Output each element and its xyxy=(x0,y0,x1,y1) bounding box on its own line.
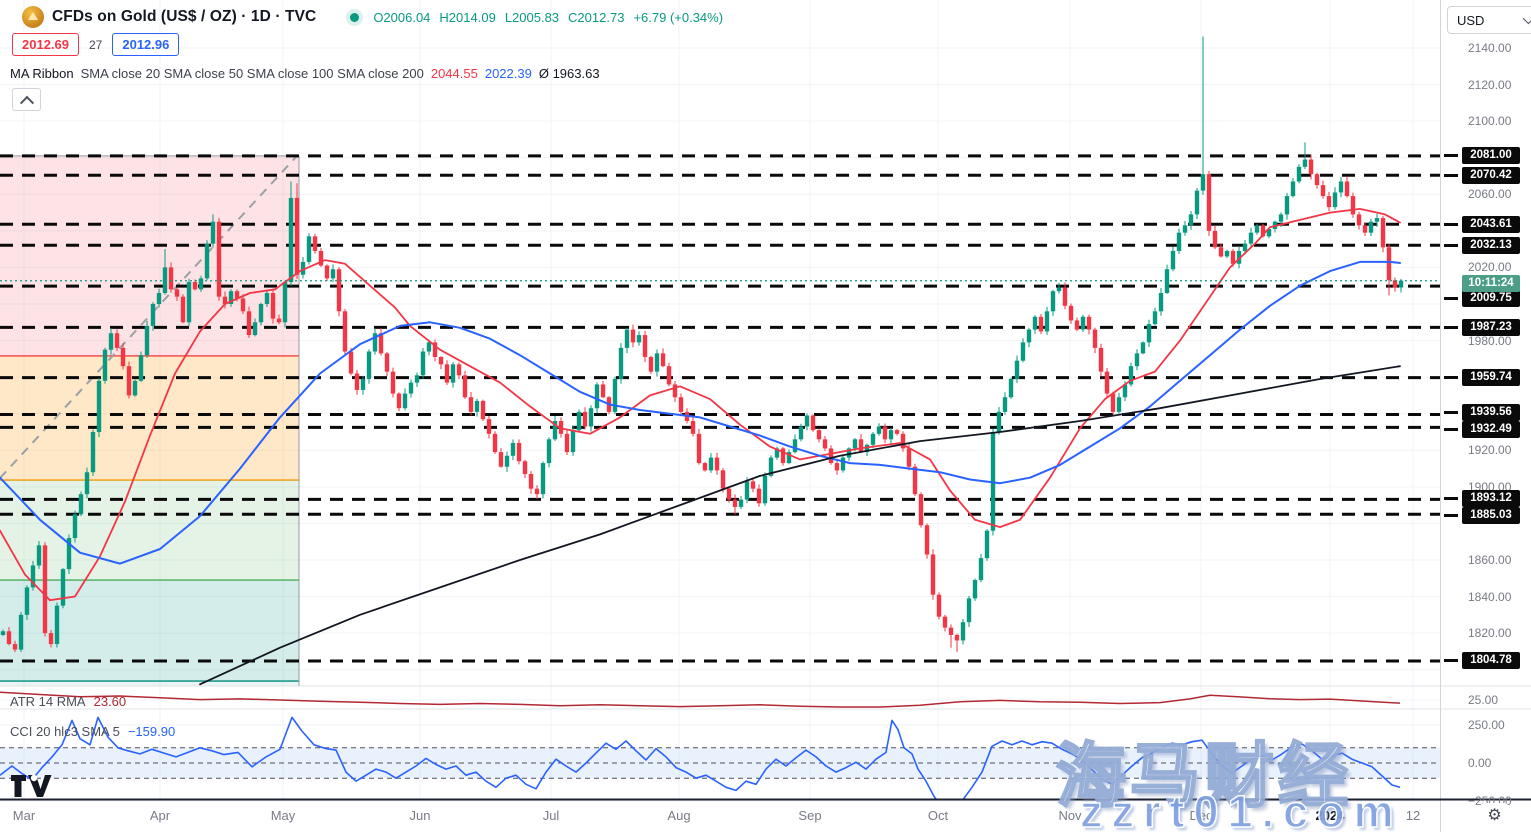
price-tick: 2140.00 xyxy=(1468,41,1512,55)
price-tick: 1920.00 xyxy=(1468,443,1512,458)
time-label: 12 xyxy=(1405,808,1421,823)
time-label: Oct xyxy=(927,808,949,823)
level-price-label[interactable]: 1987.23 xyxy=(1444,318,1520,336)
axis-settings-button[interactable]: ⚙ xyxy=(1481,803,1508,826)
level-price-label[interactable]: 1804.78 xyxy=(1444,652,1520,670)
atr-value: 23.60 xyxy=(93,694,127,709)
gear-icon: ⚙ xyxy=(1487,806,1502,824)
bar-countdown-label: 10:11:24 xyxy=(1462,274,1520,292)
ohlc-values: O2006.04 H2014.09 L2005.83 C2012.73 +6.7… xyxy=(373,10,723,25)
level-price-label[interactable]: 2032.13 xyxy=(1444,236,1520,254)
ma-ribbon-lines xyxy=(0,207,1401,686)
spread-value: 27 xyxy=(89,37,103,52)
level-price-label[interactable]: 2043.61 xyxy=(1444,215,1520,233)
price-tick: 1840.00 xyxy=(1468,589,1512,604)
ohlc-low: L2005.83 xyxy=(504,9,560,25)
chevron-down-icon xyxy=(1522,12,1531,25)
cci-axis-tick: 250.00 xyxy=(1468,718,1505,732)
sma20-value: 2044.55 xyxy=(430,66,478,81)
gold-symbol-icon xyxy=(22,6,44,28)
buy-button[interactable]: 2012.96 xyxy=(112,33,180,56)
cci-legend: CCI 20 hlc3 SMA 5 −159.90 xyxy=(10,724,175,739)
price-tick: 2060.00 xyxy=(1468,187,1512,202)
time-label: Jul xyxy=(542,808,560,823)
currency-selector[interactable]: USD xyxy=(1447,6,1531,34)
level-price-label[interactable]: 2070.42 xyxy=(1444,166,1520,184)
price-tick: 2120.00 xyxy=(1468,77,1512,92)
price-tick: 1860.00 xyxy=(1468,552,1512,567)
time-label: Mar xyxy=(12,808,36,823)
level-price-label[interactable]: 1885.03 xyxy=(1444,506,1520,524)
price-tick: 1820.00 xyxy=(1468,626,1512,641)
ma-ribbon-legend: MA Ribbon SMA close 20 SMA close 50 SMA … xyxy=(10,66,600,81)
gridlines xyxy=(0,0,1440,799)
fib-zones xyxy=(0,155,300,686)
market-status-icon xyxy=(350,12,360,22)
time-label: Sep xyxy=(798,808,822,823)
sell-button[interactable]: 2012.69 xyxy=(12,33,79,56)
chart-header: CFDs on Gold (US$ / OZ) · 1D · TVC O2006… xyxy=(22,6,723,28)
atr-title[interactable]: ATR 14 RMA xyxy=(10,694,86,709)
level-price-label[interactable]: 1932.49 xyxy=(1444,420,1520,438)
watermark-site-name: 海马财经 xyxy=(1055,736,1352,817)
level-price-label[interactable]: 1939.56 xyxy=(1444,404,1520,421)
cci-title[interactable]: CCI 20 hlc3 SMA 5 xyxy=(10,724,120,739)
symbol-title[interactable]: CFDs on Gold (US$ / OZ) · 1D · TVC xyxy=(52,8,317,25)
indicator-name[interactable]: MA Ribbon xyxy=(10,66,74,81)
currency-label: USD xyxy=(1457,12,1485,28)
watermark-site-url: zzrt01.com xyxy=(1079,785,1403,838)
sma-average-value: Ø 1963.63 xyxy=(538,66,600,81)
price-tick: 1980.00 xyxy=(1468,333,1512,348)
time-label: 2024 xyxy=(1315,808,1345,823)
ohlc-close: C2012.73 xyxy=(568,9,625,25)
atr-line xyxy=(0,691,1401,708)
time-label: Aug xyxy=(667,808,691,823)
bid-ask-row: 2012.69 27 2012.96 xyxy=(12,33,180,56)
atr-legend: ATR 14 RMA 23.60 xyxy=(10,694,126,709)
time-axis[interactable]: Mar Apr May Jun Jul Aug Sep Oct Nov Dec 2024 12 xyxy=(0,800,1531,832)
cci-band xyxy=(0,724,1440,802)
chevron-up-icon xyxy=(19,95,34,110)
time-label: Apr xyxy=(149,808,171,823)
ohlc-change: +6.79 (+0.34%) xyxy=(633,9,724,25)
level-price-label[interactable]: 1893.12 xyxy=(1444,489,1520,507)
atr-axis-tick: 25.00 xyxy=(1468,693,1499,707)
time-label: May xyxy=(270,808,296,823)
time-label: Jun xyxy=(409,808,431,823)
level-price-label[interactable]: 2081.00 xyxy=(1444,147,1520,165)
cci-value: −159.90 xyxy=(127,724,176,739)
price-tick: 2100.00 xyxy=(1468,114,1512,129)
sma50-value: 2022.39 xyxy=(484,66,532,81)
level-price-label[interactable]: 1959.74 xyxy=(1444,369,1520,387)
tradingview-logo[interactable] xyxy=(10,774,52,798)
level-price-label[interactable]: 2009.75 xyxy=(1444,289,1520,307)
cci-axis-tick: 0.00 xyxy=(1468,756,1492,770)
ohlc-high: H2014.09 xyxy=(439,9,496,25)
cci-line xyxy=(0,716,1401,799)
indicator-params: SMA close 20 SMA close 50 SMA close 100 … xyxy=(80,66,424,81)
support-resistance-lines xyxy=(0,154,1440,663)
price-tick: 2020.00 xyxy=(1468,260,1512,275)
ohlc-open: O2006.04 xyxy=(373,9,431,25)
time-label: Nov xyxy=(1058,808,1082,823)
time-label: Dec xyxy=(1189,808,1213,823)
collapse-indicators-button[interactable] xyxy=(12,88,41,111)
